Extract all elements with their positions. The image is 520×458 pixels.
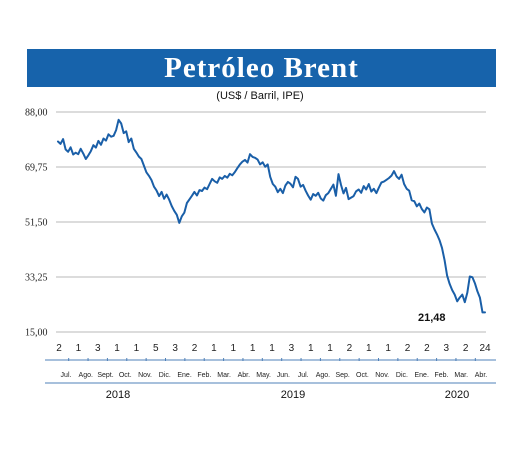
y-tick-label: 15,00 bbox=[25, 328, 48, 339]
y-tick-label: 51,50 bbox=[25, 218, 48, 229]
price-series-line bbox=[57, 118, 486, 314]
day-tick-label: 2 bbox=[56, 343, 62, 354]
day-tick-label: 24 bbox=[479, 343, 491, 354]
day-tick-label: 1 bbox=[230, 343, 236, 354]
month-label: Sept. bbox=[97, 372, 113, 379]
day-tick-label: 1 bbox=[250, 343, 256, 354]
month-label: Jun. bbox=[277, 372, 290, 379]
day-tick-label: 3 bbox=[95, 343, 101, 354]
month-label: Ene. bbox=[415, 372, 429, 379]
day-tick-label: 2 bbox=[405, 343, 411, 354]
month-label: Mar. bbox=[454, 372, 468, 379]
day-tick-label: 1 bbox=[211, 343, 217, 354]
year-label: 2019 bbox=[281, 389, 305, 401]
month-label: Sep. bbox=[335, 372, 349, 379]
chart-title-banner: Petróleo Brent bbox=[27, 49, 496, 87]
year-labels: 2018 2019 2020 bbox=[106, 389, 469, 401]
year-label: 2018 bbox=[106, 389, 130, 401]
y-tick-label: 88,00 bbox=[25, 108, 48, 119]
month-label: Dic. bbox=[396, 372, 408, 379]
month-label: Feb. bbox=[434, 372, 448, 379]
month-label: Abr. bbox=[475, 372, 488, 379]
month-label: Nov. bbox=[138, 372, 152, 379]
day-tick-label: 1 bbox=[385, 343, 391, 354]
month-label: Oct. bbox=[119, 372, 132, 379]
month-labels: Jul. Ago. Sept. Oct. Nov. Dic. Ene. Feb. Mar. Abr… bbox=[61, 372, 488, 379]
month-label: Oct. bbox=[356, 372, 369, 379]
day-tick-label: 2 bbox=[463, 343, 469, 354]
day-tick-labels: 2 1 3 1 1 5 3 2 1 1 1 1 3 1 1 2 1 1 2 2 3 2 24 bbox=[56, 343, 491, 361]
month-label: Ago. bbox=[316, 372, 330, 379]
month-label: Jul. bbox=[298, 372, 309, 379]
month-label: Ene. bbox=[177, 372, 191, 379]
y-tick-labels: 88,00 69,75 51,50 33,25 15,00 bbox=[25, 108, 48, 339]
month-label: Abr. bbox=[238, 372, 251, 379]
month-label: Feb. bbox=[197, 372, 211, 379]
last-value-annotation: 21,48 bbox=[418, 312, 446, 324]
day-tick-label: 1 bbox=[308, 343, 314, 354]
day-tick-label: 2 bbox=[424, 343, 430, 354]
day-tick-label: 1 bbox=[269, 343, 275, 354]
day-tick-label: 1 bbox=[76, 343, 82, 354]
month-label: Jul. bbox=[61, 372, 72, 379]
day-tick-label: 3 bbox=[172, 343, 178, 354]
axis-layer bbox=[45, 359, 496, 384]
year-label: 2020 bbox=[445, 389, 469, 401]
y-tick-label: 33,25 bbox=[25, 273, 48, 284]
day-tick-label: 1 bbox=[327, 343, 333, 354]
day-tick-label: 1 bbox=[366, 343, 372, 354]
day-tick-label: 5 bbox=[153, 343, 159, 354]
month-label: Dic. bbox=[159, 372, 171, 379]
day-tick-label: 1 bbox=[134, 343, 140, 354]
month-label: Mar. bbox=[217, 372, 231, 379]
day-tick-label: 2 bbox=[192, 343, 198, 354]
grid-layer bbox=[56, 111, 486, 333]
day-tick-label: 3 bbox=[443, 343, 449, 354]
month-label: May. bbox=[256, 372, 271, 379]
day-tick-label: 2 bbox=[347, 343, 353, 354]
day-tick-label: 3 bbox=[289, 343, 295, 354]
day-tick-label: 1 bbox=[114, 343, 120, 354]
month-label: Ago. bbox=[79, 372, 93, 379]
y-tick-label: 69,75 bbox=[25, 163, 48, 174]
month-label: Nov. bbox=[375, 372, 389, 379]
chart-subtitle: (US$ / Barril, IPE) bbox=[216, 90, 304, 102]
